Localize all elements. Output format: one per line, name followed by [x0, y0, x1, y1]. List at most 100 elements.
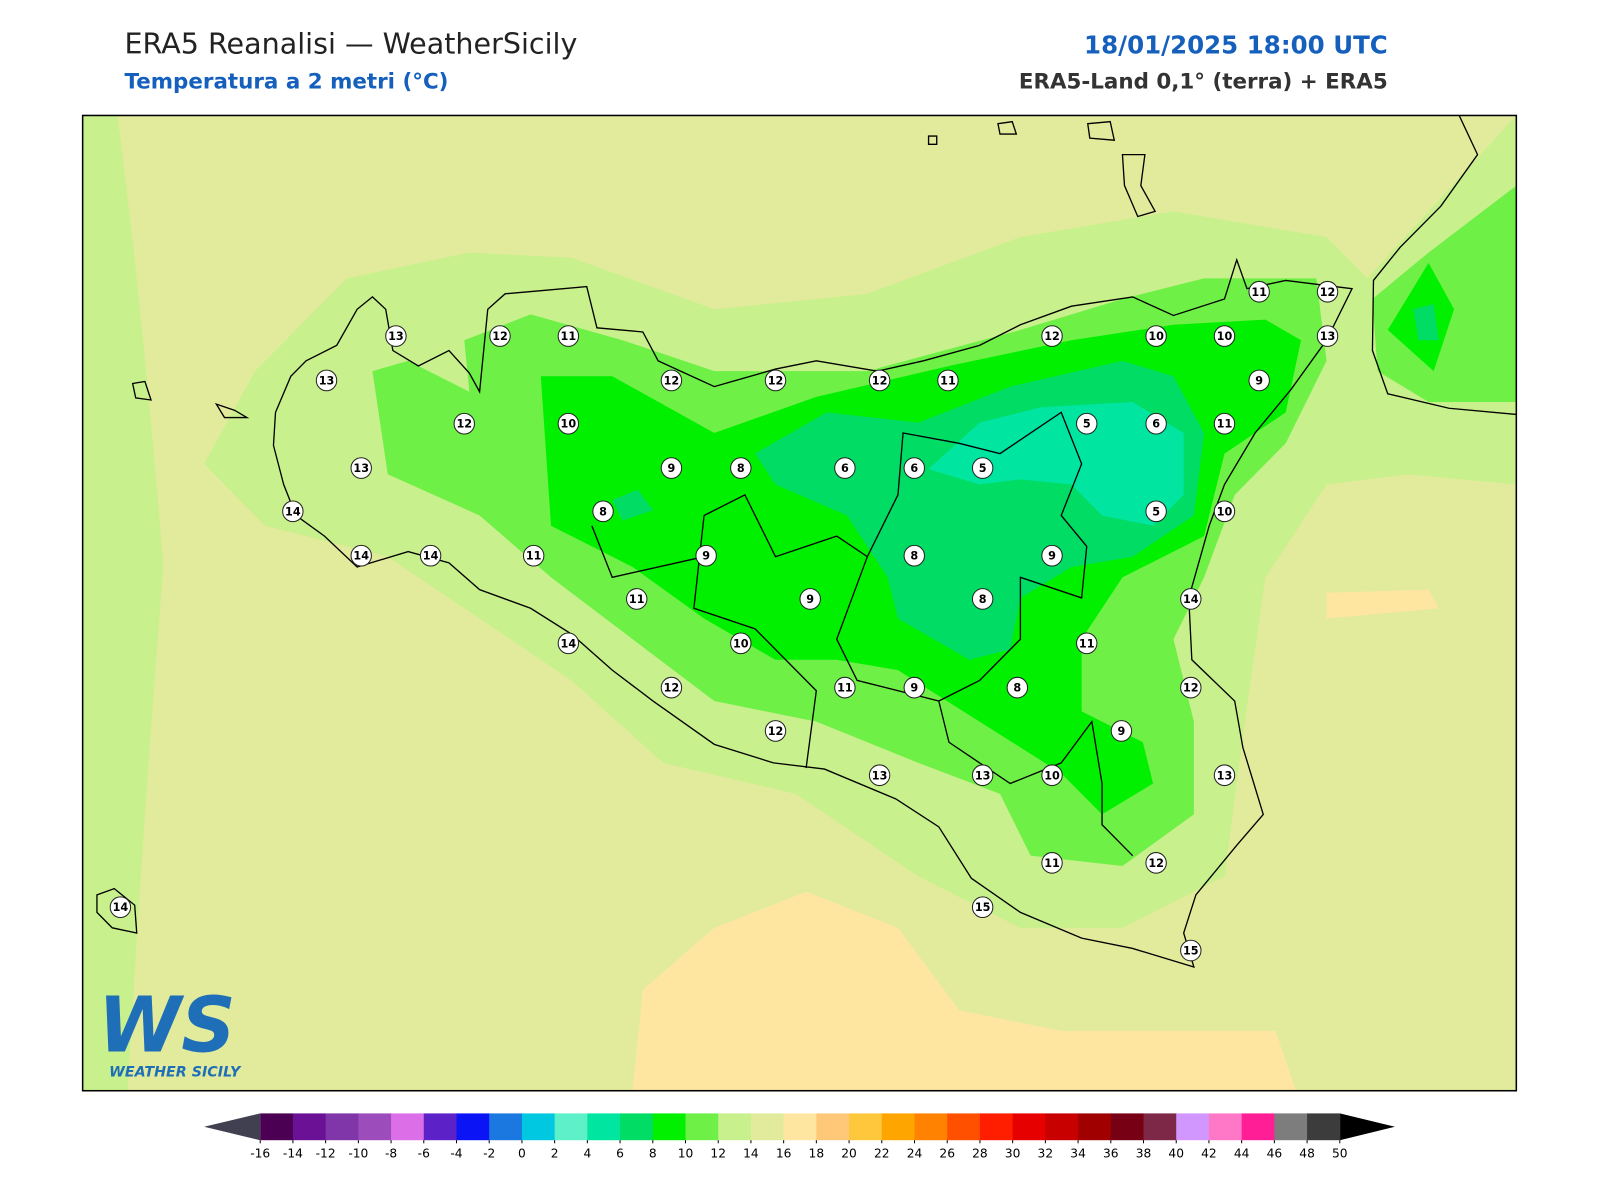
- station-marker: [1316, 325, 1339, 347]
- station-value: 12: [872, 374, 888, 387]
- station-value: 13: [319, 374, 335, 387]
- station-marker: [350, 457, 372, 479]
- station-value: 11: [561, 330, 577, 343]
- colorbar-box: [947, 1113, 981, 1141]
- colorbar-label: 42: [1201, 1147, 1217, 1161]
- station-value: 11: [1251, 286, 1267, 299]
- station: 6: [1145, 412, 1167, 435]
- colorbar-label: -10: [348, 1147, 368, 1161]
- colorbar-box: [325, 1113, 359, 1141]
- station: 6: [834, 457, 856, 479]
- colorbar-box: [1274, 1113, 1308, 1141]
- station-marker: [522, 544, 545, 567]
- station: 5: [1076, 412, 1098, 435]
- station-marker: [1145, 852, 1167, 874]
- station-marker: [1213, 764, 1236, 787]
- station-value: 12: [1320, 286, 1336, 299]
- station-value: 5: [1152, 505, 1160, 518]
- colorbar-label: 0: [518, 1147, 526, 1161]
- station: 11: [1248, 280, 1270, 303]
- station-value: 10: [561, 418, 577, 431]
- station-value: 14: [285, 505, 301, 518]
- station-value: 8: [979, 593, 987, 606]
- station-marker: [971, 588, 994, 610]
- station-marker: [868, 369, 891, 392]
- colorbar-label: 4: [583, 1147, 591, 1161]
- station: 12: [660, 676, 683, 699]
- station: 8: [730, 457, 752, 479]
- station: 9: [660, 457, 683, 479]
- station-marker: [1006, 676, 1029, 699]
- station: 14: [1180, 588, 1202, 610]
- station-value: 11: [629, 593, 645, 606]
- field-12: [82, 115, 164, 1091]
- station-value: 15: [1183, 944, 1199, 957]
- station: 11: [937, 369, 959, 392]
- station: 12: [1145, 852, 1167, 874]
- station-value: 11: [837, 682, 853, 695]
- colorbar-box: [260, 1113, 294, 1141]
- colorbar-label: 30: [1005, 1147, 1021, 1161]
- colorbar-label: -4: [450, 1147, 462, 1161]
- colorbar-label: 50: [1332, 1147, 1348, 1161]
- station-value: 12: [768, 725, 784, 738]
- map-area: 13 12 11 13 12 12 12 11 12 10 13 9 8 6 6 5 5 6 11 9 12 10 10 13…: [82, 115, 1517, 1091]
- station: 6: [903, 457, 925, 479]
- station-value: 9: [702, 550, 710, 563]
- station: 13: [350, 457, 372, 479]
- station-marker: [419, 544, 442, 567]
- colorbar-label: 10: [678, 1147, 694, 1161]
- station-value: 14: [423, 550, 439, 563]
- station: 10: [730, 632, 752, 655]
- station: 9: [695, 544, 717, 567]
- station-value: 5: [979, 462, 987, 475]
- colorbar-label: -16: [250, 1147, 270, 1161]
- station: 12: [453, 412, 475, 435]
- colorbar-box: [1143, 1113, 1177, 1141]
- station-marker: [1180, 939, 1202, 962]
- colorbar-box: [783, 1113, 817, 1141]
- station-value: 8: [737, 462, 745, 475]
- station: 9: [1041, 544, 1063, 567]
- station-marker: [1110, 720, 1133, 742]
- station: 11: [1213, 412, 1236, 435]
- station: 14: [419, 544, 442, 567]
- station-marker: [1041, 544, 1063, 567]
- station-marker: [592, 500, 614, 523]
- field-16: [632, 589, 1439, 1091]
- colorbar-label: 16: [776, 1147, 792, 1161]
- colorbar-label: 44: [1234, 1147, 1250, 1161]
- station-value: 12: [1044, 330, 1060, 343]
- station: 11: [522, 544, 545, 567]
- colorbar-box: [554, 1113, 588, 1141]
- colorbar-box: [1045, 1113, 1079, 1141]
- station: 15: [1180, 939, 1202, 962]
- station-value: 13: [872, 769, 888, 782]
- station: 9: [799, 588, 821, 610]
- station-marker: [489, 325, 511, 347]
- stations: 13 12 11 13 12 12 12 11 12 10 13 9 8 6 6 5 5 6 11 9 12 10 10 13…: [109, 280, 1339, 962]
- station: 8: [903, 544, 925, 567]
- station: 12: [764, 720, 787, 742]
- colorbar-box: [750, 1113, 785, 1141]
- colorbar-box: [1241, 1113, 1275, 1141]
- colorbar-label: 12: [710, 1147, 726, 1161]
- colorbar-box: [1208, 1113, 1243, 1141]
- station-marker: [1145, 325, 1167, 347]
- station: 9: [903, 676, 925, 699]
- station: 14: [350, 544, 372, 567]
- station-marker: [109, 896, 132, 919]
- station-marker: [730, 457, 752, 479]
- station-marker: [660, 369, 683, 392]
- station-value: 6: [910, 462, 918, 475]
- source: ERA5-Land 0,1° (terra) + ERA5: [1019, 70, 1388, 95]
- colorbar-label: 46: [1267, 1147, 1283, 1161]
- colorbar-box: [1307, 1113, 1341, 1141]
- station-value: 9: [668, 462, 676, 475]
- station: 14: [557, 632, 580, 655]
- colorbar-label: -14: [283, 1147, 303, 1161]
- colorbar-label: 6: [616, 1147, 624, 1161]
- station-marker: [282, 500, 304, 523]
- station: 13: [385, 325, 407, 347]
- station: 12: [868, 369, 891, 392]
